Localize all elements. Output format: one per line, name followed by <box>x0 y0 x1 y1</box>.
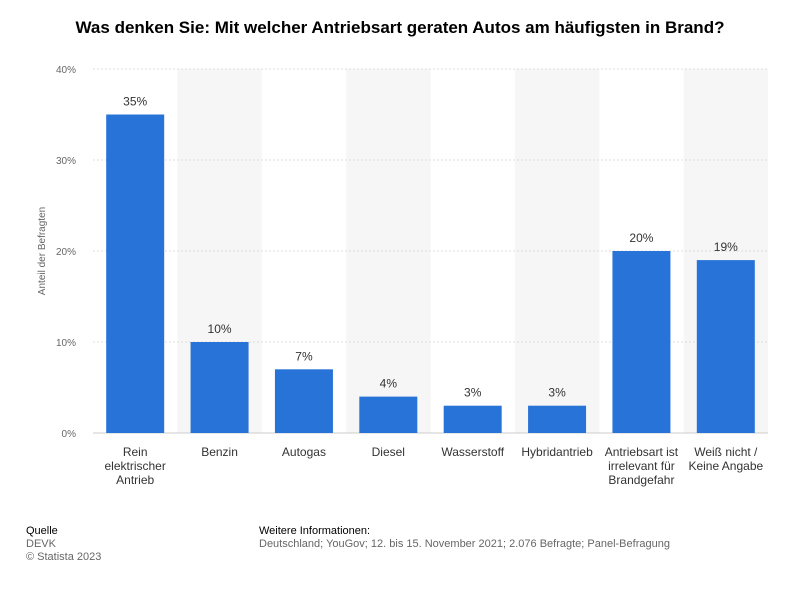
info-text: Deutschland; YouGov; 12. bis 15. Novembe… <box>259 538 670 550</box>
data-label: 7% <box>295 349 313 363</box>
data-labels: 35% 10% 7% 4% 3% 3% 20% 19% <box>123 95 738 400</box>
x-tick-label: Autogas <box>282 445 326 459</box>
info-label: Weitere Informationen: <box>259 525 371 537</box>
x-tick-label: Antriebsart ist irrelevant für Brandgefahr <box>605 445 679 487</box>
x-tick-label: Diesel <box>372 445 405 459</box>
data-label: 3% <box>548 386 566 400</box>
source-block: Quelle DEVK © Statista 2023 <box>26 525 101 564</box>
x-tick-label: Weiß nicht / Keine Angabe <box>688 445 763 473</box>
bar <box>612 251 671 433</box>
y-axis-label: Anteil der Befragten <box>37 207 48 295</box>
data-label: 4% <box>380 377 398 391</box>
info-block: Weitere Informationen: Deutschland; YouG… <box>259 525 670 551</box>
bar <box>274 369 333 433</box>
bar <box>190 342 249 433</box>
x-tick-label: Rein elektrischer Antrieb <box>105 445 166 487</box>
bar <box>528 405 587 433</box>
bars <box>106 114 755 433</box>
source-label: Quelle <box>26 525 58 537</box>
y-tick-label: 10% <box>56 338 76 349</box>
data-label: 35% <box>123 95 147 109</box>
x-axis-labels: Rein elektrischer Antrieb Benzin Autogas Dies… <box>105 445 764 487</box>
copyright-text: © Statista 2023 <box>26 551 102 563</box>
x-tick-label: Wasserstoff <box>441 445 504 459</box>
y-tick-label: 40% <box>56 65 76 76</box>
x-tick-label: Benzin <box>201 445 238 459</box>
bar <box>106 114 165 433</box>
data-label: 10% <box>208 322 232 336</box>
y-tick-label: 0% <box>62 429 77 440</box>
data-label: 20% <box>629 231 653 245</box>
data-label: 19% <box>714 240 738 254</box>
category-band <box>346 69 431 433</box>
bar <box>359 396 418 433</box>
y-tick-label: 30% <box>56 156 76 167</box>
y-tick-label: 20% <box>56 247 76 258</box>
bar <box>696 260 755 433</box>
x-tick-label: Hybridantrieb <box>521 445 593 459</box>
chart-title: Was denken Sie: Mit welcher Antriebsart … <box>75 18 725 37</box>
source-name: DEVK <box>26 538 56 550</box>
y-axis-ticks: 0% 10% 20% 30% 40% <box>56 65 76 440</box>
bar <box>443 405 502 433</box>
data-label: 3% <box>464 386 482 400</box>
